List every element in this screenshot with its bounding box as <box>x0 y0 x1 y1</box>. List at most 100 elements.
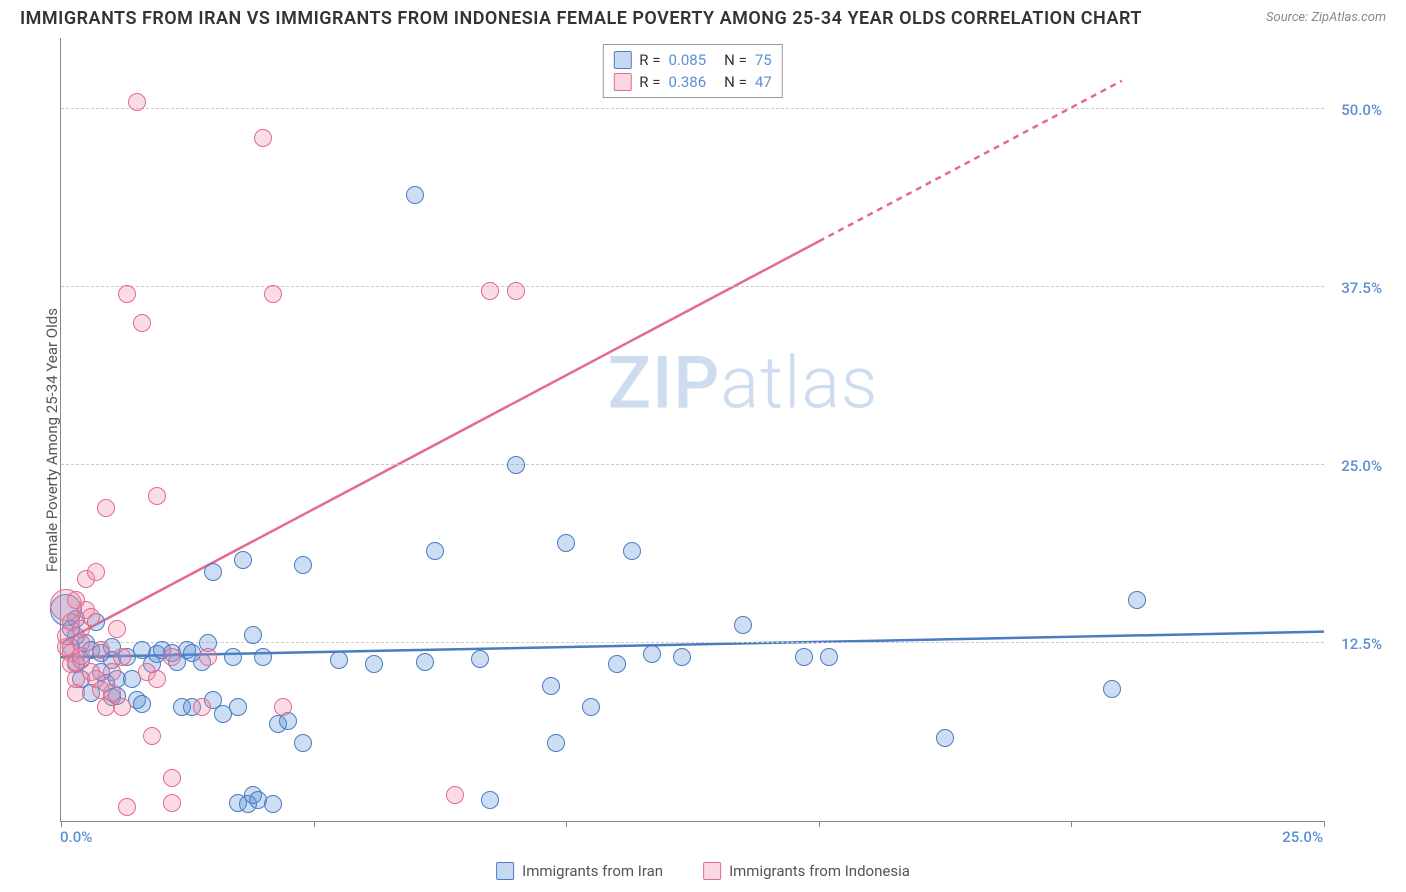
data-point <box>128 93 146 111</box>
data-point <box>426 542 444 560</box>
data-point <box>795 648 813 666</box>
gridline-h <box>61 108 1324 109</box>
legend-swatch <box>613 73 631 91</box>
stat-r-value: 0.386 <box>668 73 706 91</box>
data-point <box>193 698 211 716</box>
y-tick-label: 50.0% <box>1341 101 1388 119</box>
data-point <box>163 648 181 666</box>
data-point <box>92 641 110 659</box>
data-point <box>224 648 242 666</box>
legend-item[interactable]: Immigrants from Iran <box>496 862 663 880</box>
data-point <box>204 563 222 581</box>
data-point <box>264 285 282 303</box>
data-point <box>507 282 525 300</box>
watermark: ZIPatlas <box>608 340 879 425</box>
data-point <box>229 698 247 716</box>
data-point <box>471 650 489 668</box>
data-point <box>133 314 151 332</box>
data-point <box>481 282 499 300</box>
data-point <box>234 551 252 569</box>
x-tick-mark <box>819 821 820 827</box>
data-point <box>97 499 115 517</box>
data-point <box>1128 591 1146 609</box>
legend: Immigrants from Iran Immigrants from Indo… <box>496 862 910 880</box>
data-point <box>936 729 954 747</box>
data-point <box>406 186 424 204</box>
data-point <box>133 695 151 713</box>
data-point <box>108 620 126 638</box>
source-link[interactable]: ZipAtlas.com <box>1311 10 1386 25</box>
data-point <box>547 734 565 752</box>
data-point <box>446 786 464 804</box>
data-point <box>416 653 434 671</box>
legend-item[interactable]: Immigrants from Indonesia <box>703 862 910 880</box>
trendline <box>61 241 819 643</box>
watermark-thin: atlas <box>720 340 878 425</box>
data-point <box>820 648 838 666</box>
data-point <box>294 556 312 574</box>
stat-r-label: R = <box>639 51 660 69</box>
data-point <box>163 769 181 787</box>
data-point <box>330 651 348 669</box>
data-point <box>264 795 282 813</box>
y-tick-label: 25.0% <box>1341 457 1388 475</box>
y-tick-label: 37.5% <box>1341 279 1388 297</box>
data-point <box>734 616 752 634</box>
data-point <box>608 655 626 673</box>
data-point <box>365 655 383 673</box>
data-point <box>163 794 181 812</box>
stats-row: R =0.386N =47 <box>613 71 771 93</box>
trend-lines <box>61 38 1324 821</box>
data-point <box>148 670 166 688</box>
x-tick-mark <box>1071 821 1072 827</box>
stats-row: R = 0.085 N = 75 <box>613 49 771 71</box>
legend-swatch <box>613 51 631 69</box>
data-point <box>199 648 217 666</box>
scatter-plot: ZIPatlas R =0.085N =75R =0.386N =47 <box>60 38 1324 822</box>
legend-label: Immigrants from Iran <box>522 862 663 880</box>
x-tick-mark <box>1324 821 1325 827</box>
source-attribution: Source: ZipAtlas.com <box>1266 10 1386 25</box>
data-point <box>82 608 100 626</box>
data-point <box>113 648 131 666</box>
x-tick-mark <box>314 821 315 827</box>
data-point <box>643 645 661 663</box>
data-point <box>582 698 600 716</box>
y-tick-label: 12.5% <box>1341 635 1388 653</box>
data-point <box>254 648 272 666</box>
gridline-h <box>61 464 1324 465</box>
data-point <box>87 563 105 581</box>
stat-n-label: N = <box>724 51 747 69</box>
stat-r-label: R = <box>639 73 660 91</box>
data-point <box>623 542 641 560</box>
chart-title: IMMIGRANTS FROM IRAN VS IMMIGRANTS FROM … <box>20 8 1142 29</box>
data-point <box>557 534 575 552</box>
stat-r-value: 0.085 <box>668 51 706 69</box>
legend-label: Immigrants from Indonesia <box>729 862 910 880</box>
data-point <box>294 734 312 752</box>
watermark-bold: ZIP <box>608 340 721 425</box>
x-tick-label: 25.0% <box>1282 828 1323 846</box>
stats-legend-box: R =0.085N =75R =0.386N =47 <box>602 44 782 98</box>
x-tick-label: 0.0% <box>60 828 92 846</box>
data-point <box>507 456 525 474</box>
data-point <box>118 285 136 303</box>
stat-n-value: 75 <box>755 51 772 69</box>
y-axis-label: Female Poverty Among 25-34 Year Olds <box>43 308 61 572</box>
data-point <box>1103 680 1121 698</box>
trendline-dashed <box>819 81 1122 242</box>
data-point <box>143 727 161 745</box>
legend-swatch <box>496 862 514 880</box>
chart-container: Female Poverty Among 25-34 Year Olds ZIP… <box>46 38 1394 842</box>
data-point <box>481 791 499 809</box>
stat-n-value: 47 <box>755 73 772 91</box>
data-point <box>542 677 560 695</box>
data-point <box>274 698 292 716</box>
data-point <box>254 129 272 147</box>
gridline-h <box>61 286 1324 287</box>
legend-swatch <box>703 862 721 880</box>
x-tick-mark <box>61 821 62 827</box>
data-point <box>113 698 131 716</box>
data-point <box>148 487 166 505</box>
data-point <box>118 798 136 816</box>
